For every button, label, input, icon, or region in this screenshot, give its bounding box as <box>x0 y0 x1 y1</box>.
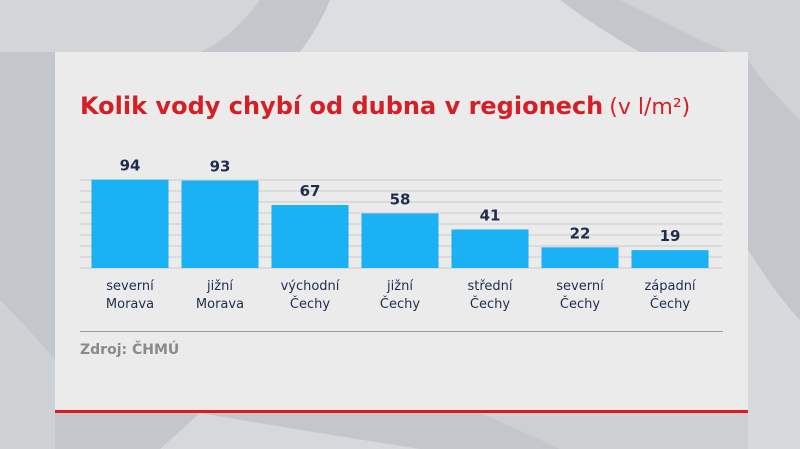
bar <box>271 205 349 268</box>
bar-value-label: 67 <box>300 182 321 200</box>
category-label: severní <box>106 279 154 294</box>
category-label: Čechy <box>290 296 330 312</box>
source-note: Zdroj: ČHMÚ <box>80 342 180 358</box>
category-label: východní <box>281 279 340 294</box>
category-label: Morava <box>106 297 154 312</box>
bar <box>451 229 529 268</box>
category-label: Morava <box>196 297 244 312</box>
bar-value-label: 94 <box>120 157 141 175</box>
card-accent-line <box>55 410 748 413</box>
chart-title-unit: (v l/m²) <box>609 95 691 120</box>
bar <box>91 179 169 268</box>
category-label: střední <box>467 279 512 294</box>
bar-value-label: 22 <box>570 224 591 242</box>
category-label: Čechy <box>560 296 600 312</box>
bar <box>181 180 259 268</box>
chart-title: Kolik vody chybí od dubna v regionech (v … <box>80 92 690 120</box>
bar <box>361 213 439 268</box>
bar-value-label: 19 <box>660 227 681 245</box>
chart-title-text: Kolik vody chybí od dubna v regionech <box>80 92 604 120</box>
category-label: jižní <box>206 279 233 294</box>
category-label: jižní <box>386 279 413 294</box>
bar-value-label: 93 <box>210 158 231 176</box>
category-label: Čechy <box>650 296 690 312</box>
category-label: Čechy <box>380 296 420 312</box>
bar-value-label: 58 <box>390 190 411 208</box>
category-label: západní <box>644 279 695 294</box>
bar-value-label: 41 <box>480 206 501 224</box>
bar <box>631 250 709 268</box>
category-label: Čechy <box>470 296 510 312</box>
bar <box>541 247 619 268</box>
source-divider <box>80 331 723 332</box>
category-label: severní <box>556 279 604 294</box>
